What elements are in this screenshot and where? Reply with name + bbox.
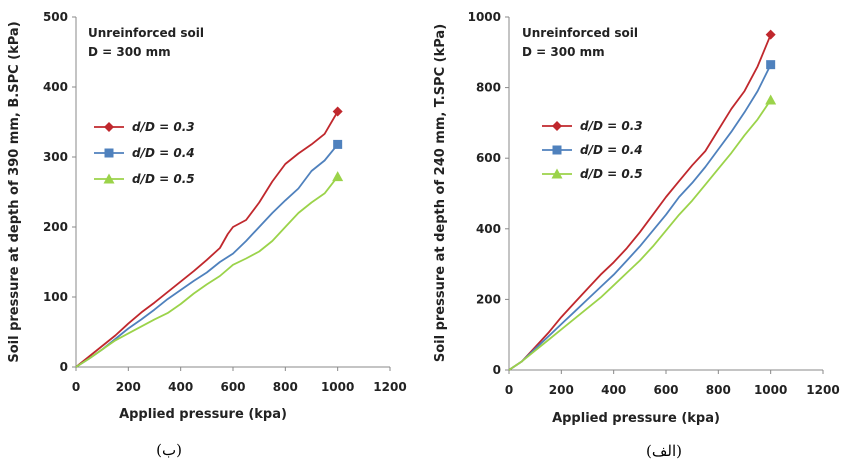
series-2 — [75, 139, 343, 368]
figure-caption: (الف) — [646, 442, 682, 460]
legend-label: d/D = 0.3 — [132, 120, 195, 134]
legend-label: d/D = 0.5 — [132, 172, 195, 186]
y-tick-label: 0 — [493, 363, 501, 377]
series-line — [75, 176, 339, 368]
right-chart: 0 200 400 600 800 1000 0 200 400 600 800 1000 1200 Ap… — [433, 10, 840, 460]
legend-label: d/D = 0.3 — [580, 119, 643, 133]
y-tick-label: 300 — [43, 150, 68, 164]
annotation-text: D = 300 mm — [88, 45, 171, 59]
x-tick-label: 1000 — [321, 380, 354, 394]
legend-label: d/D = 0.5 — [580, 167, 643, 181]
x-tick-label: 0 — [505, 383, 513, 397]
annotation-text: D = 300 mm — [522, 45, 605, 59]
legend-marker — [552, 145, 562, 155]
x-tick-label: 400 — [168, 380, 193, 394]
x-axis-label: Applied pressure (kpa) — [552, 411, 720, 426]
legend-marker — [551, 168, 563, 179]
x-tick-label: 200 — [116, 380, 141, 394]
y-axis-label: Soil pressure at depth of 240 mm, T.SPC … — [433, 24, 448, 362]
series-3 — [75, 171, 344, 368]
series-1 — [75, 106, 343, 368]
y-tick-label: 800 — [476, 81, 501, 95]
series-line — [508, 34, 772, 371]
end-point-marker — [766, 60, 776, 70]
figure-caption: (ب) — [156, 441, 182, 459]
x-tick-label: 600 — [220, 380, 245, 394]
end-point-marker — [333, 139, 343, 149]
legend-marker — [104, 148, 114, 158]
series-line — [75, 143, 339, 368]
end-point-marker — [332, 171, 344, 182]
y-tick-label: 0 — [60, 360, 68, 374]
x-tick-label: 800 — [706, 383, 731, 397]
legend-marker — [552, 121, 562, 131]
x-tick-label: 0 — [72, 380, 80, 394]
legend-label: d/D = 0.4 — [580, 143, 643, 157]
x-tick-label: 1200 — [373, 380, 406, 394]
left-chart: 0 100 200 300 400 500 0 200 400 600 800 1000 1200 App… — [7, 10, 407, 459]
end-point-marker — [765, 29, 776, 40]
y-tick-label: 200 — [43, 220, 68, 234]
x-tick-label: 800 — [273, 380, 298, 394]
series-1 — [508, 29, 776, 371]
legend-label: d/D = 0.4 — [132, 146, 195, 160]
series-3 — [508, 94, 777, 371]
y-tick-label: 400 — [476, 222, 501, 236]
x-axis-label: Applied pressure (kpa) — [119, 407, 287, 422]
y-tick-label: 400 — [43, 80, 68, 94]
x-tick-label: 1000 — [754, 383, 787, 397]
y-tick-label: 500 — [43, 10, 68, 24]
x-tick-label: 200 — [549, 383, 574, 397]
annotation-text: Unreinforced soil — [522, 26, 638, 40]
legend-marker — [104, 122, 114, 132]
series-line — [75, 111, 339, 368]
annotation-text: Unreinforced soil — [88, 26, 204, 40]
y-tick-label: 200 — [476, 292, 501, 306]
x-tick-label: 400 — [601, 383, 626, 397]
x-tick-label: 1200 — [806, 383, 839, 397]
series-line — [508, 99, 772, 371]
y-axis-label: Soil pressure at depth of 390 mm, B.SPC … — [7, 21, 22, 362]
end-point-marker — [332, 106, 343, 117]
series-2 — [508, 60, 776, 371]
series-line — [508, 64, 772, 371]
x-tick-label: 600 — [653, 383, 678, 397]
y-tick-label: 600 — [476, 151, 501, 165]
y-tick-label: 100 — [43, 290, 68, 304]
y-tick-label: 1000 — [468, 10, 501, 24]
legend-marker — [103, 173, 115, 184]
end-point-marker — [765, 94, 777, 105]
